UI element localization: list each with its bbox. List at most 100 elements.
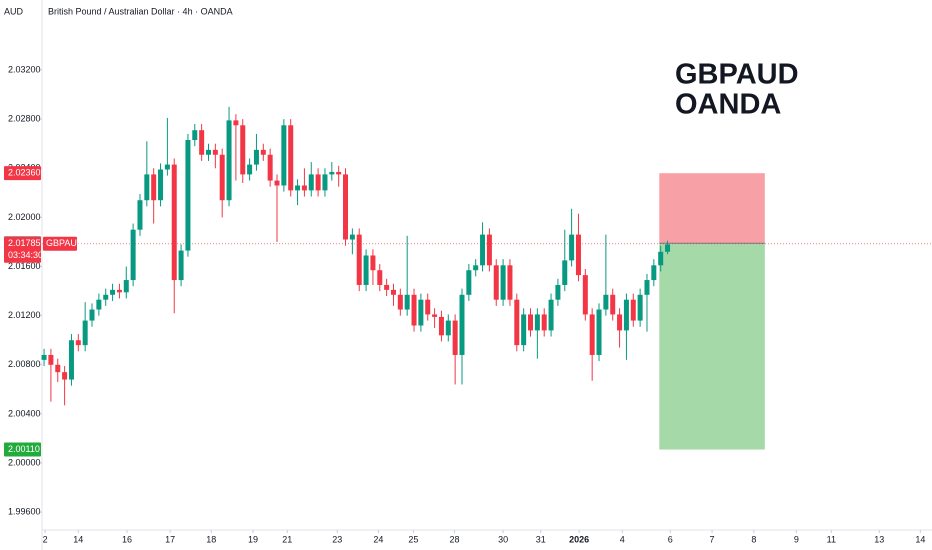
x-tick-label: 2 xyxy=(43,534,48,544)
candle-body xyxy=(171,164,177,281)
target-zone xyxy=(659,243,765,450)
candle-body xyxy=(644,280,650,295)
candle-body xyxy=(665,244,671,252)
x-tick-label: 31 xyxy=(536,534,546,544)
candle-body xyxy=(205,149,211,155)
candle-body xyxy=(384,284,390,290)
candle-body xyxy=(617,314,623,331)
candle-body xyxy=(575,234,581,276)
candle-body xyxy=(260,149,266,155)
candle-body xyxy=(144,174,150,201)
y-tick-label: 2.00400 xyxy=(8,408,41,418)
candle-body xyxy=(123,280,129,293)
stop-label-box xyxy=(4,166,41,181)
x-tick-label: 9 xyxy=(794,534,799,544)
candle-body xyxy=(425,299,431,315)
candle-body xyxy=(548,299,554,331)
y-tick-label: 2.00800 xyxy=(8,359,41,369)
candle-body xyxy=(610,294,616,315)
candle-body xyxy=(116,289,122,293)
x-tick-label: 16 xyxy=(122,534,132,544)
candle-body xyxy=(363,255,369,285)
watermark-broker: OANDA xyxy=(675,89,781,121)
candle-body xyxy=(582,275,588,315)
candle-body xyxy=(637,294,643,321)
candle-body xyxy=(418,299,424,326)
candle-body xyxy=(55,364,61,373)
countdown: 03:34:30 xyxy=(8,250,43,260)
candle-body xyxy=(158,169,164,201)
candle-body xyxy=(480,234,486,266)
candle-body xyxy=(110,289,116,295)
target-label-box xyxy=(4,442,41,457)
candle-body xyxy=(48,354,54,365)
x-tick-label: 21 xyxy=(282,534,292,544)
watermark-symbol: GBPAUD xyxy=(675,59,799,91)
candle-body xyxy=(377,270,383,285)
candle-body xyxy=(315,174,321,191)
candle-body xyxy=(349,234,355,240)
candle-body xyxy=(541,314,547,331)
x-tick-label: 24 xyxy=(373,534,383,544)
candle-body xyxy=(151,174,157,201)
candle-body xyxy=(500,265,506,300)
candle-body xyxy=(274,180,280,186)
x-tick-label: 25 xyxy=(408,534,418,544)
candle-body xyxy=(178,250,184,281)
x-tick-label: 14 xyxy=(73,534,83,544)
candle-body xyxy=(219,154,225,201)
candle-body xyxy=(253,149,259,165)
y-tick-label: 2.01200 xyxy=(8,310,41,320)
stop-zone xyxy=(659,173,765,244)
candle-body xyxy=(62,372,68,380)
y-tick-label: 2.01600 xyxy=(8,261,41,271)
candle-body xyxy=(267,154,273,181)
candle-body xyxy=(41,354,47,360)
x-tick-label: 30 xyxy=(498,534,508,544)
x-tick-label: 17 xyxy=(165,534,175,544)
symbol-label: GBPAUD xyxy=(46,238,84,248)
candle-body xyxy=(336,171,342,175)
x-tick-label: 7 xyxy=(710,534,715,544)
candle-body xyxy=(199,130,205,155)
candle-body xyxy=(343,174,349,240)
candle-body xyxy=(68,340,74,380)
stop-label: 2.02360 xyxy=(8,168,41,178)
candle-body xyxy=(96,299,102,310)
x-tick-label: 28 xyxy=(449,534,459,544)
candle-body xyxy=(240,125,246,175)
candle-body xyxy=(295,185,301,191)
y-tick-label: 1.99600 xyxy=(8,507,41,517)
candle-body xyxy=(130,229,136,281)
candle-body xyxy=(466,270,472,295)
candle-body xyxy=(192,130,198,141)
x-tick-label: 13 xyxy=(874,534,884,544)
x-tick-label: 11 xyxy=(827,534,836,544)
candle-body xyxy=(486,234,492,266)
candle-body xyxy=(103,294,109,300)
candle-body xyxy=(185,140,191,251)
candle-body xyxy=(308,174,314,191)
candle-body xyxy=(233,120,239,126)
y-tick-label: 2.00000 xyxy=(8,457,41,467)
candle-body xyxy=(623,299,629,331)
candle-body xyxy=(404,294,410,310)
candle-body xyxy=(137,200,143,230)
candle-body xyxy=(493,265,499,300)
candle-body xyxy=(82,320,88,346)
candle-body xyxy=(301,185,307,191)
x-tick-label: 14 xyxy=(915,534,925,544)
candle-body xyxy=(630,299,636,321)
candle-body xyxy=(589,314,595,355)
candle-body xyxy=(569,234,575,261)
candle-body xyxy=(507,265,513,300)
candle-body xyxy=(658,251,664,266)
candle-body xyxy=(438,316,444,336)
x-tick-label: 2026 xyxy=(569,534,589,544)
candle-body xyxy=(281,125,287,186)
candle-body xyxy=(651,265,657,281)
candle-body xyxy=(329,171,335,175)
candle-body xyxy=(596,309,602,355)
candle-body xyxy=(247,164,253,175)
